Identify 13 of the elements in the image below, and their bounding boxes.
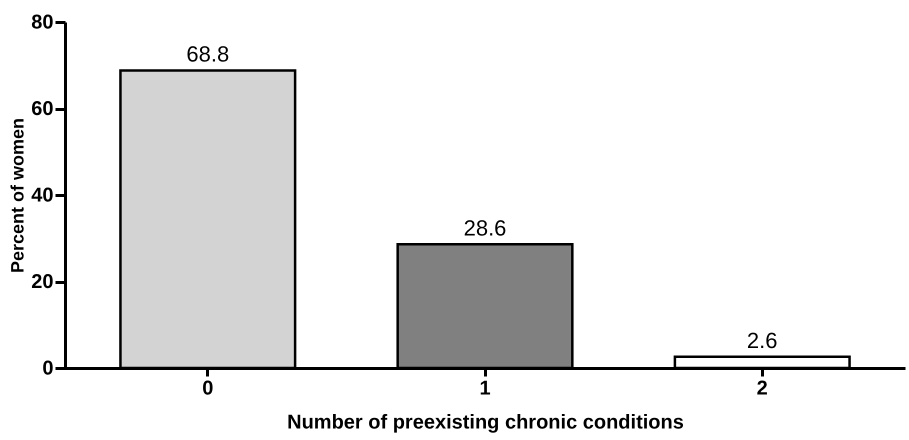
data-label: 28.6: [464, 215, 506, 240]
y-tick-label: 80: [31, 12, 54, 34]
x-tick-label: 2: [756, 378, 768, 400]
y-tick-label: 60: [31, 98, 54, 120]
data-label: 68.8: [186, 41, 230, 66]
x-tick-label: 0: [202, 378, 214, 400]
data-label: 2.6: [746, 328, 778, 353]
x-tick-label: 1: [479, 378, 491, 400]
y-tick-label: 20: [31, 271, 54, 293]
y-tick-label: 40: [31, 184, 54, 206]
y-tick-label: 0: [42, 358, 54, 380]
y-axis-title: Percent of women: [7, 118, 28, 274]
x-axis-title: Number of preexisting chronic conditions: [287, 412, 684, 434]
